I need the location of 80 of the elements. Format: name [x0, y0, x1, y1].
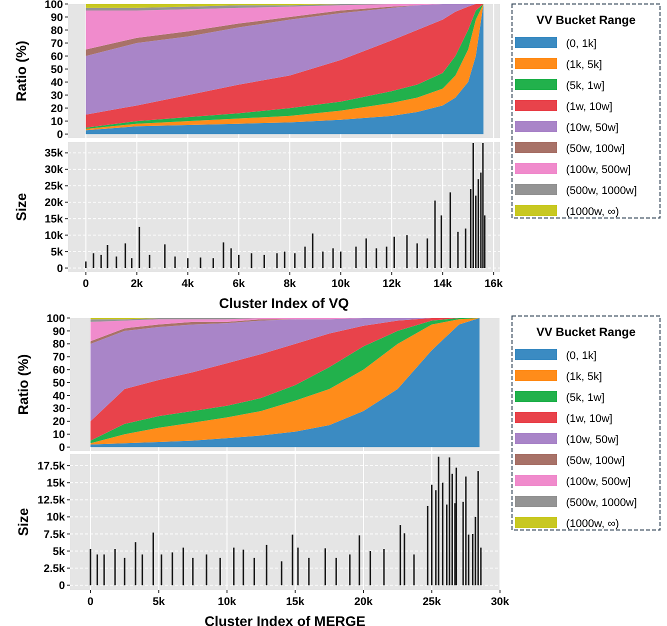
y-tick-label: 15k	[44, 214, 64, 226]
y-tick-label: 0	[58, 580, 65, 592]
y-tick-label: 12.5k	[37, 494, 66, 507]
y-tick-label: 10	[52, 429, 65, 442]
legend-label: (100w, 500w]	[566, 164, 631, 176]
x-tick-label: 16k	[484, 278, 504, 290]
legend-label: (500w, 1000w]	[566, 496, 637, 509]
y-tick-label: 10k	[44, 230, 64, 242]
x-tick-label: 20k	[354, 596, 374, 608]
y-tick-label: 100	[44, 0, 63, 11]
y-tick-label: 35k	[44, 148, 64, 160]
y-axis-title: Ratio (%)	[13, 40, 29, 102]
x-tick-label: 25k	[422, 596, 442, 608]
y-tick-label: 30	[52, 403, 65, 416]
legend-label: (0, 1k]	[566, 350, 597, 362]
y-tick-label: 50	[52, 377, 65, 390]
legend-label: (5k, 1w]	[566, 392, 605, 404]
x-axis-title: Cluster Index of VQ	[219, 295, 350, 311]
legend-label: (1000w, ∞)	[566, 206, 620, 218]
y-tick-label: 100	[46, 312, 65, 325]
x-axis-title: Cluster Index of MERGE	[204, 613, 366, 626]
y-tick-label: 20	[50, 102, 63, 115]
y-tick-label: 30k	[44, 164, 64, 176]
y-tick-label: 25k	[44, 180, 64, 193]
y-tick-label: 17.5k	[37, 460, 66, 472]
y-tick-label: 40	[50, 76, 63, 89]
y-tick-label: 0	[56, 262, 63, 275]
x-tick-label: 10k	[218, 596, 238, 608]
y-axis-title: Size	[15, 508, 31, 536]
y-tick-label: 15k	[46, 478, 66, 490]
y-tick-label: 80	[50, 24, 63, 37]
x-tick-label: 8k	[284, 278, 297, 290]
x-tick-label: 10k	[332, 278, 351, 290]
y-tick-label: 50	[50, 64, 63, 76]
legend-label: (1w, 10w]	[566, 412, 612, 425]
x-tick-label: 12k	[382, 278, 402, 290]
y-tick-label: 7.5k	[44, 528, 66, 541]
y-tick-label: 40	[52, 390, 65, 402]
y-axis-title: Ratio (%)	[15, 354, 31, 415]
y-tick-label: 70	[50, 38, 63, 50]
y-tick-label: 5k	[52, 546, 66, 558]
y-axis-title: Size	[13, 192, 29, 222]
y-tick-label: 20	[52, 416, 65, 428]
y-tick-label: 2.5k	[44, 562, 66, 575]
legend-label: (50w, 100w]	[566, 142, 625, 155]
legend-label: (10w, 50w]	[566, 122, 619, 134]
y-tick-label: 0	[56, 128, 63, 141]
y-tick-label: 70	[52, 352, 65, 364]
y-tick-label: 60	[52, 364, 65, 376]
x-tick-label: 4k	[182, 278, 195, 290]
legend-title: VV Bucket Range	[536, 13, 636, 27]
y-tick-label: 30	[50, 90, 63, 102]
x-tick-label: 30k	[490, 596, 510, 608]
legend-label: (1k, 5k]	[566, 58, 602, 71]
x-tick-label: 0	[87, 596, 94, 608]
x-tick-label: 15k	[286, 596, 306, 608]
legend-label: (1000w, ∞)	[566, 518, 620, 530]
y-tick-label: 60	[50, 50, 63, 63]
legend-label: (0, 1k]	[566, 38, 597, 50]
x-tick-label: 5k	[152, 596, 166, 608]
y-tick-label: 5k	[50, 246, 64, 258]
y-tick-label: 90	[52, 326, 65, 338]
y-tick-label: 0	[58, 442, 65, 454]
legend-title: VV Bucket Range	[536, 325, 636, 339]
y-tick-label: 20k	[44, 197, 64, 210]
legend-label: (5k, 1w]	[566, 80, 605, 92]
legend-label: (500w, 1000w]	[566, 184, 637, 197]
legend-label: (100w, 500w]	[566, 476, 631, 488]
x-tick-label: 6k	[232, 278, 246, 290]
y-tick-label: 10k	[46, 512, 66, 524]
y-tick-label: 80	[52, 338, 65, 351]
legend-label: (1w, 10w]	[566, 100, 612, 113]
y-tick-label: 10	[50, 116, 63, 128]
legend-label: (50w, 100w]	[566, 454, 625, 467]
legend-label: (10w, 50w]	[566, 434, 619, 446]
x-tick-label: 0	[82, 278, 89, 290]
y-tick-label: 90	[50, 12, 63, 24]
x-tick-label: 14k	[433, 278, 453, 290]
x-tick-label: 2k	[130, 278, 144, 290]
legend-label: (1k, 5k]	[566, 370, 602, 383]
